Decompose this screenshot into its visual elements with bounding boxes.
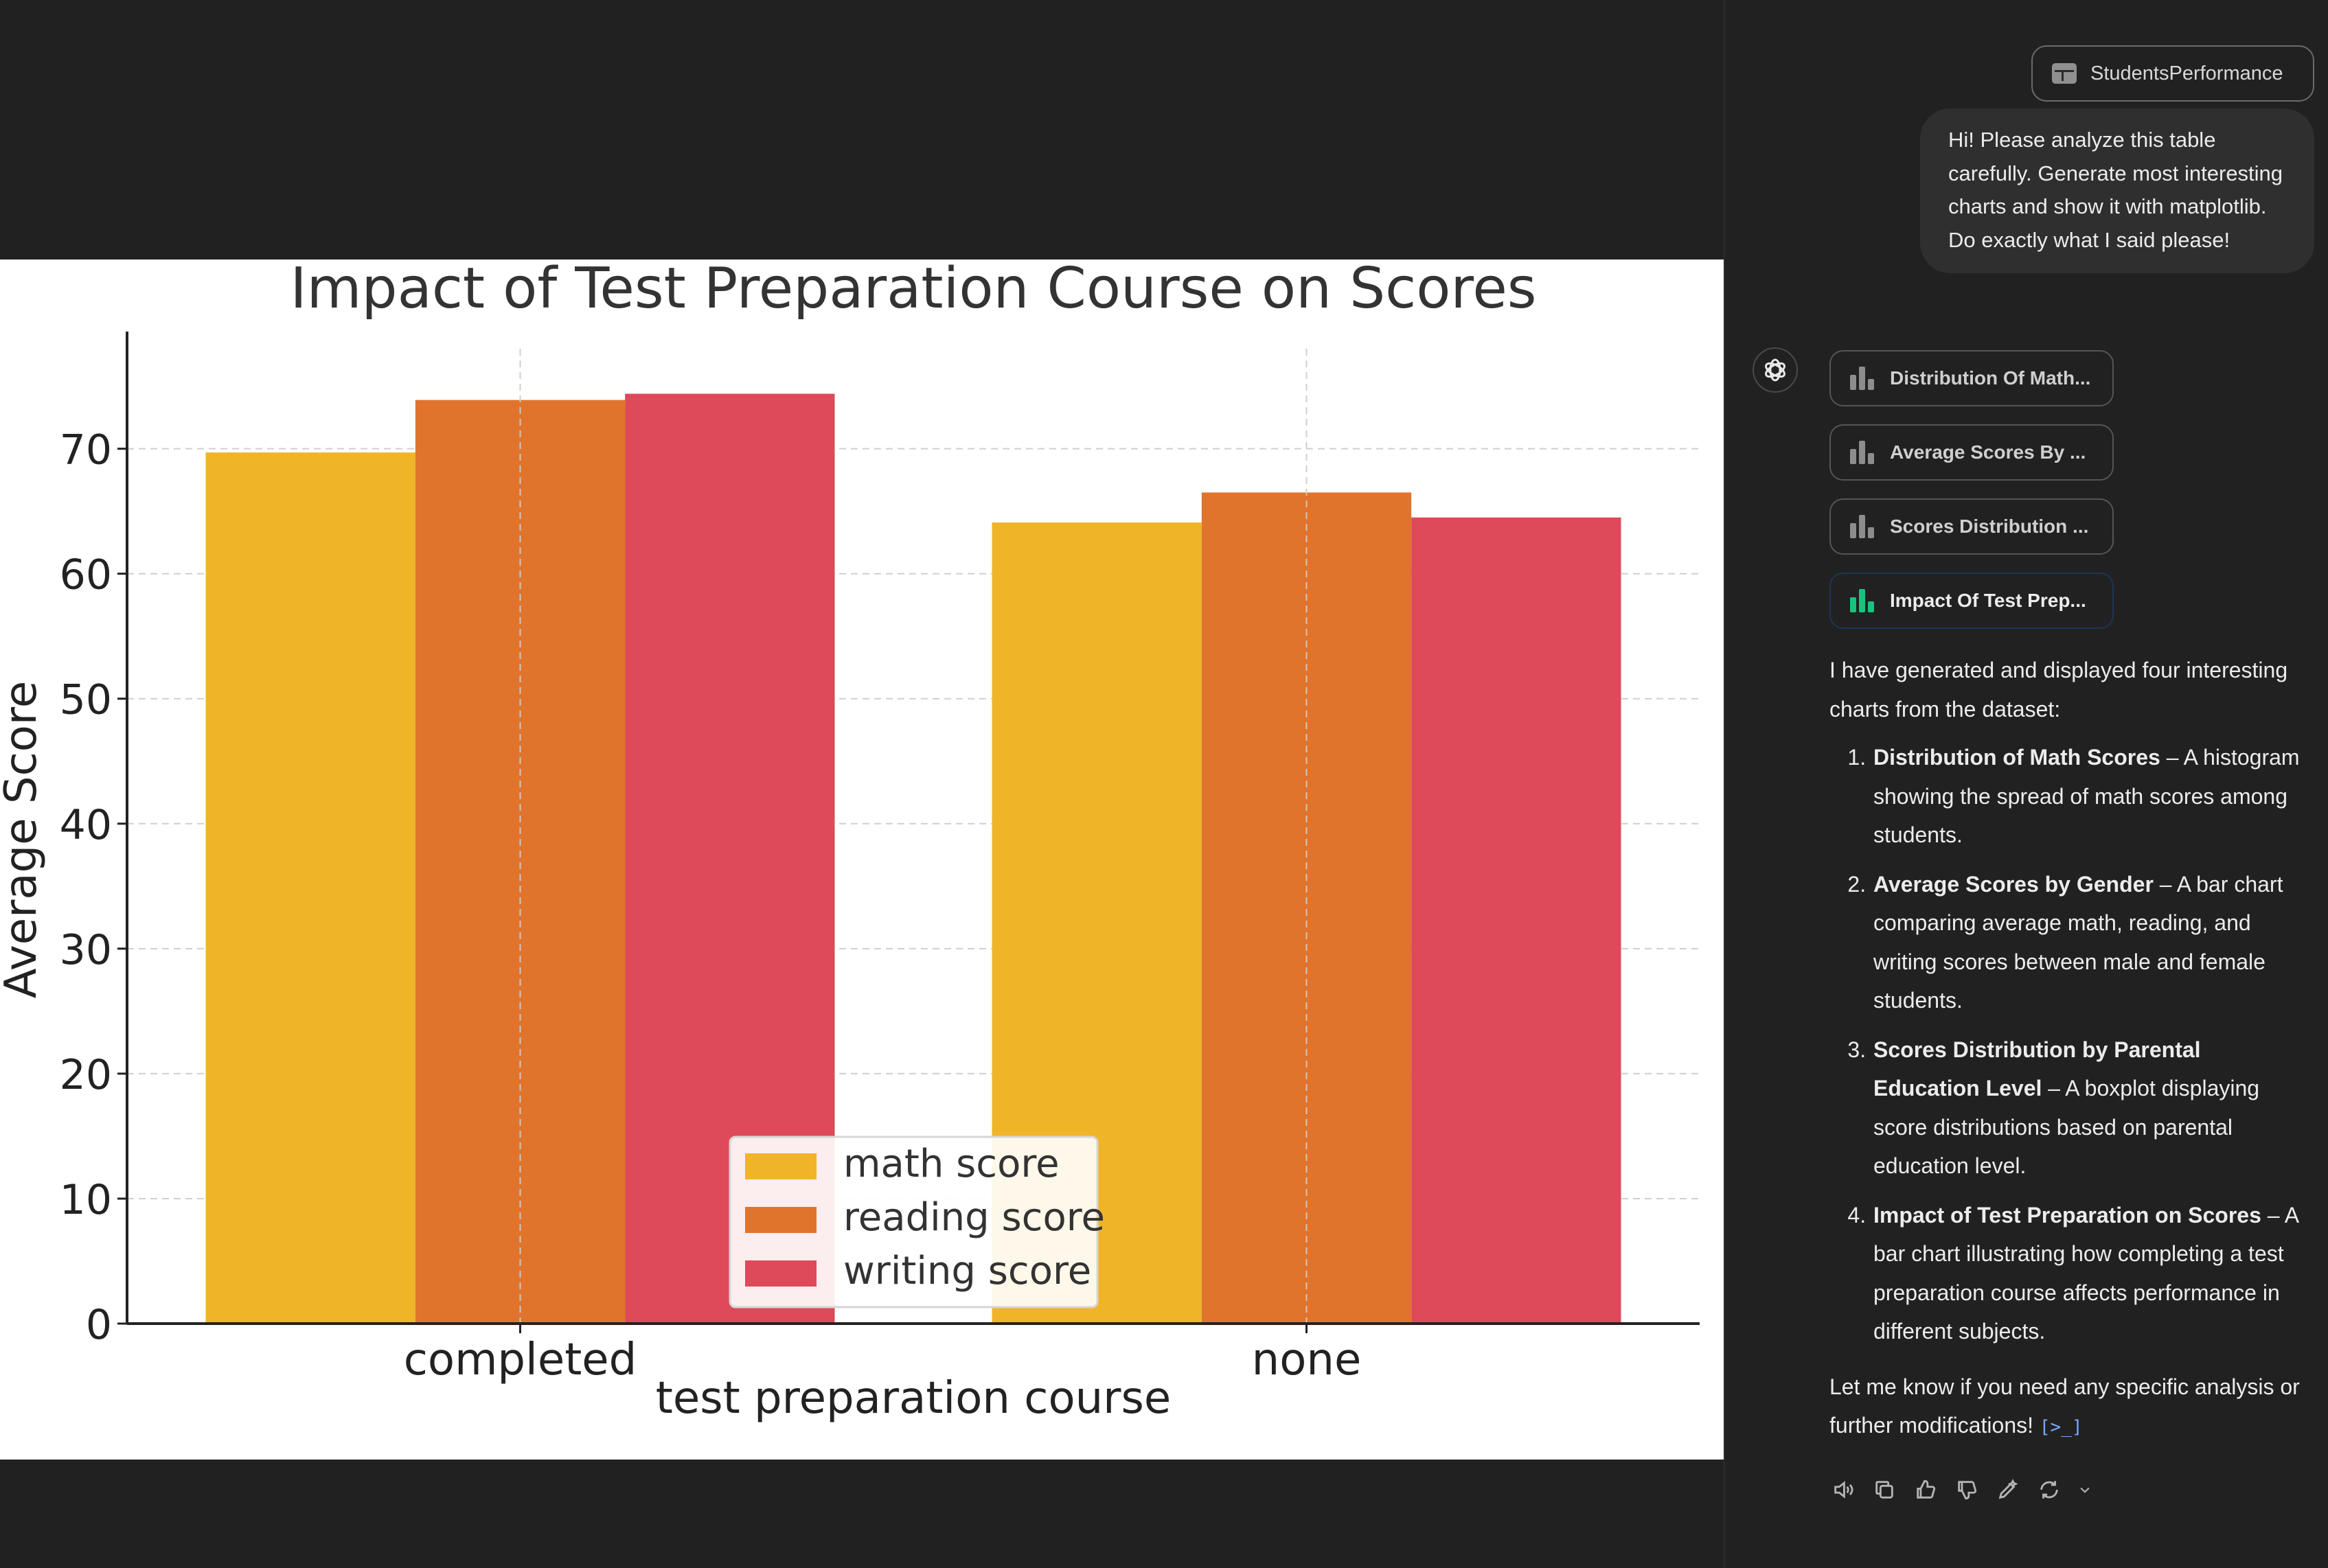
legend-swatch: [745, 1260, 817, 1287]
x-axis-label: test preparation course: [656, 1373, 1171, 1424]
list-item: Distribution of Math Scores – A histogra…: [1872, 738, 2313, 855]
chart-image: 0 10 20 30 40 50 60 70 completed none Impact of T…: [0, 260, 1724, 1460]
chevron-down-icon[interactable]: [2077, 1476, 2093, 1503]
user-message: Hi! Please analyze this table carefully.…: [1920, 108, 2314, 273]
edit-icon[interactable]: [1994, 1476, 2022, 1503]
y-tick-label: 40: [60, 801, 112, 849]
x-tick-label: completed: [404, 1335, 637, 1385]
bar: [1201, 492, 1412, 1324]
thumbs-down-icon[interactable]: [1953, 1476, 1981, 1503]
message-intro: I have generated and displayed four inte…: [1829, 658, 2288, 722]
list-item: Average Scores by Gender – A bar chart c…: [1872, 865, 2313, 1020]
y-axis-label: Average Score: [0, 681, 47, 998]
bar-chart-icon: [1850, 589, 1875, 612]
panel-divider: [1724, 0, 1725, 1568]
legend-label: writing score: [843, 1249, 1091, 1293]
chart-chip-average-by-gender[interactable]: Average Scores By ...: [1829, 424, 2114, 481]
chat-panel: StudentsPerformance Hi! Please analyze t…: [1725, 0, 2328, 1568]
bar-chart-icon: [1850, 367, 1875, 390]
chart-viewer: 0 10 20 30 40 50 60 70 completed none Impact of T…: [0, 260, 1724, 1460]
regenerate-icon[interactable]: [2035, 1476, 2063, 1503]
y-tick-label: 30: [60, 926, 112, 974]
chart-chip-scores-distribution[interactable]: Scores Distribution ...: [1829, 498, 2114, 555]
bar-chart: 0 10 20 30 40 50 60 70 completed none Impact of T…: [0, 260, 1700, 1424]
assistant-message: I have generated and displayed four inte…: [1829, 651, 2313, 1447]
chart-list: Distribution of Math Scores – A histogra…: [1829, 738, 2313, 1351]
chart-chip-math-distribution[interactable]: Distribution Of Math...: [1829, 350, 2114, 406]
legend-swatch: [745, 1153, 817, 1179]
x-tick-label: none: [1252, 1335, 1362, 1385]
table-icon: [2052, 63, 2077, 84]
message-outro: Let me know if you need any specific ana…: [1829, 1374, 2300, 1438]
bar-chart-icon: [1850, 441, 1875, 464]
y-tick-label: 20: [60, 1051, 112, 1099]
file-attachment-chip[interactable]: StudentsPerformance: [2031, 45, 2314, 102]
y-tick-label: 0: [86, 1301, 112, 1349]
legend-label: reading score: [843, 1195, 1105, 1240]
chart-title: Impact of Test Preparation Course on Sco…: [290, 260, 1536, 321]
message-actions: [1829, 1476, 2093, 1503]
bar: [205, 452, 415, 1324]
list-item: Scores Distribution by Parental Educatio…: [1872, 1030, 2313, 1186]
thumbs-up-icon[interactable]: [1912, 1476, 1939, 1503]
y-tick-label: 50: [60, 676, 112, 724]
chart-legend: math score reading score writing score: [729, 1135, 1105, 1308]
list-item: Impact of Test Preparation on Scores – A…: [1872, 1196, 2313, 1351]
read-aloud-icon[interactable]: [1829, 1476, 1857, 1503]
chart-chip-test-prep-impact[interactable]: Impact Of Test Prep...: [1829, 573, 2114, 629]
copy-icon[interactable]: [1871, 1476, 1898, 1503]
bar-chart-icon: [1850, 515, 1875, 538]
file-name: StudentsPerformance: [2090, 62, 2283, 84]
legend-swatch: [745, 1207, 817, 1233]
y-tick-label: 60: [60, 551, 112, 599]
bar: [1411, 517, 1621, 1324]
legend-box: [729, 1135, 1099, 1308]
y-tick-label: 10: [60, 1176, 112, 1224]
openai-logo-icon: [1765, 358, 1785, 382]
view-code-icon[interactable]: [>_]: [2039, 1417, 2083, 1438]
assistant-avatar: [1753, 347, 1798, 393]
legend-label: math score: [843, 1142, 1060, 1186]
y-tick-label: 70: [60, 426, 112, 474]
